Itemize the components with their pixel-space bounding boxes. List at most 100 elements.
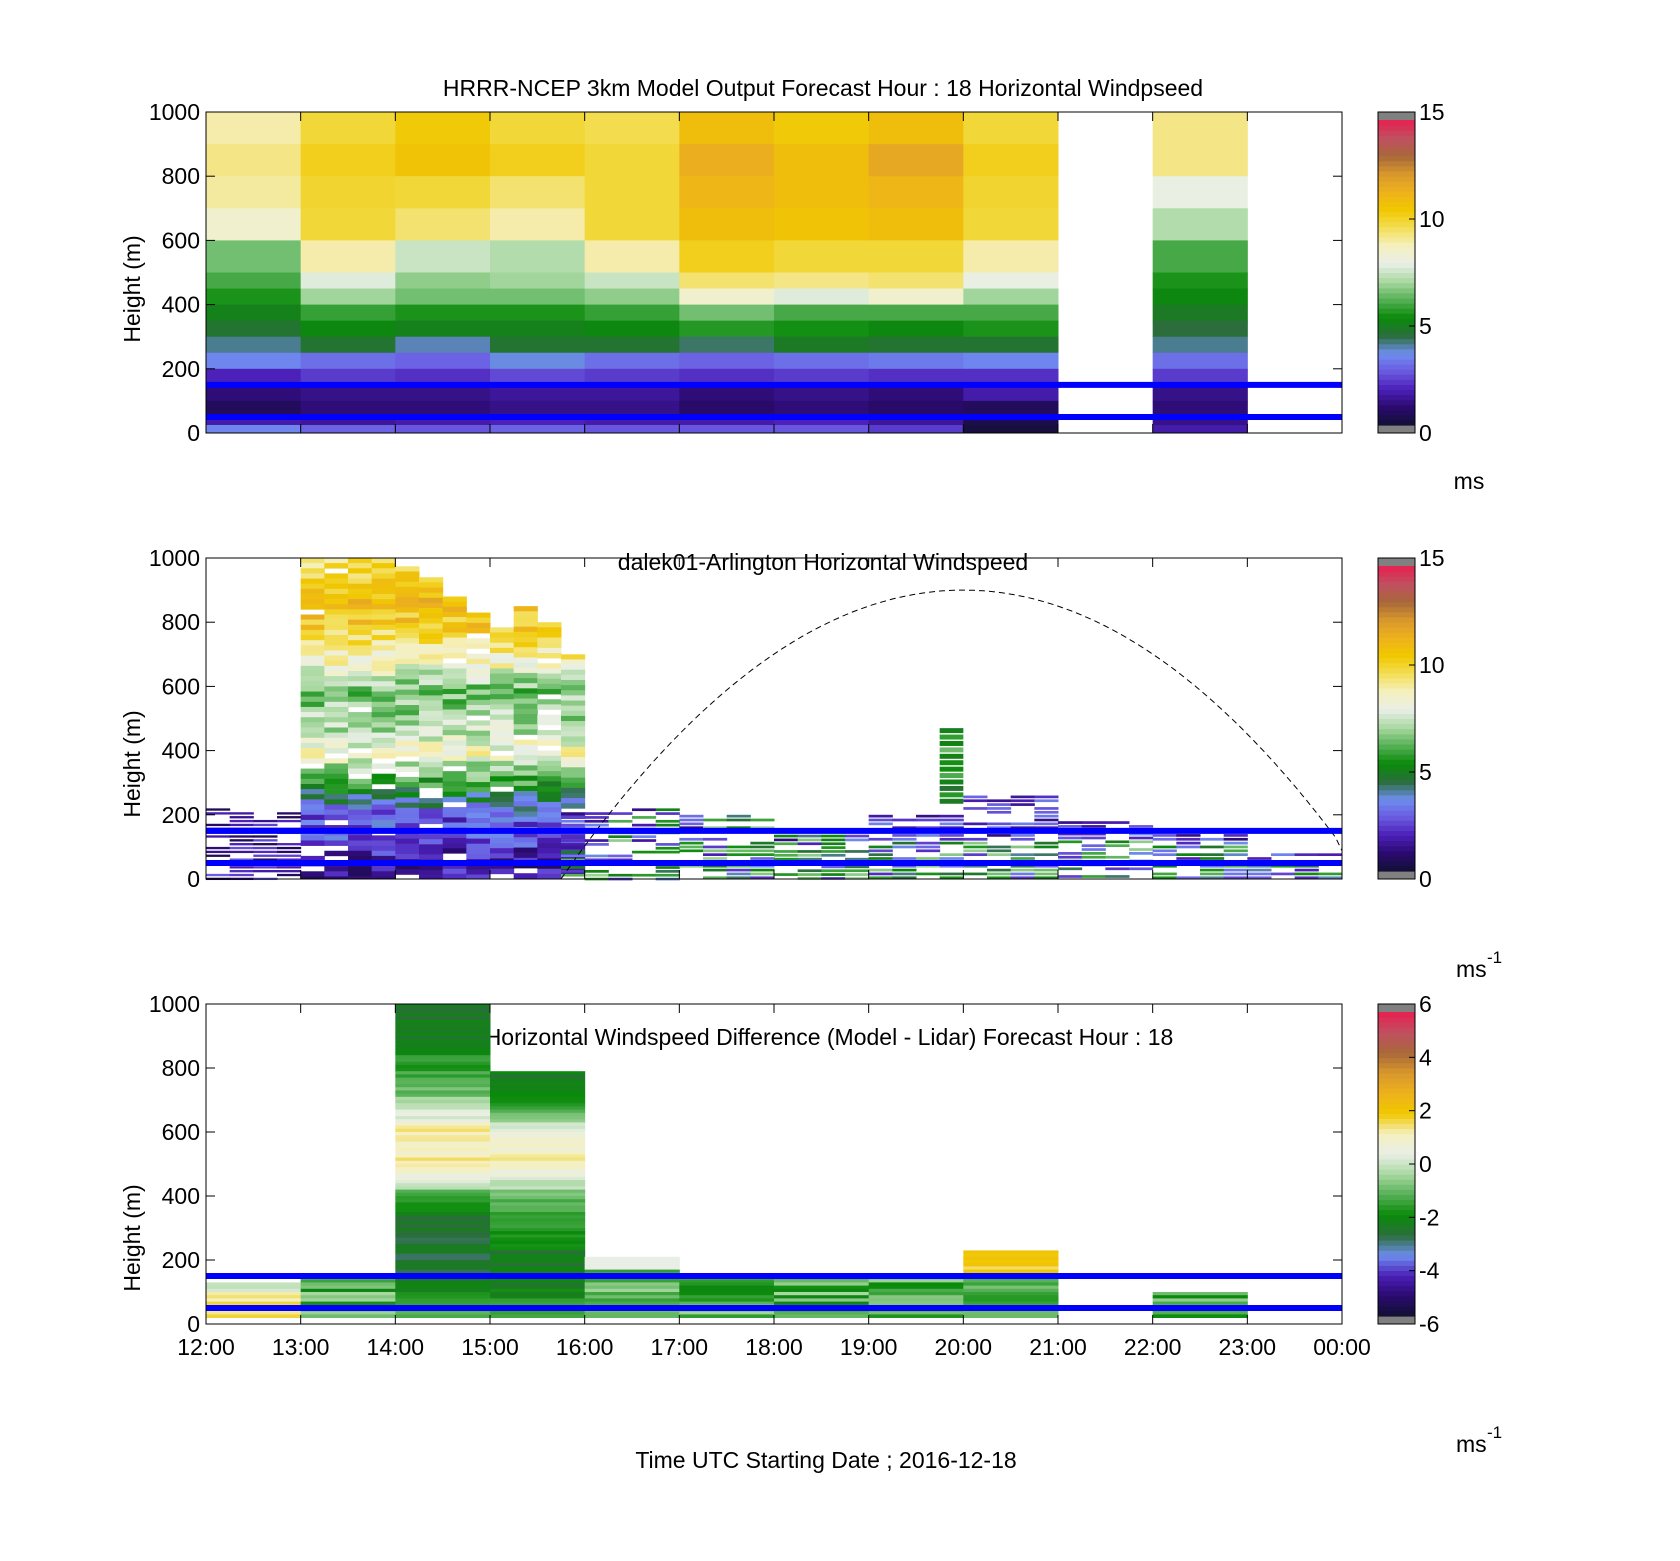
model-cell [679, 144, 775, 177]
difference-cell [963, 1311, 1059, 1315]
lidar-cell [1247, 864, 1272, 868]
colorbar-swatch [1378, 759, 1415, 765]
lidar-cell [466, 802, 491, 809]
lidar-cell [774, 853, 799, 857]
difference-cell [868, 1279, 964, 1283]
lidar-cell [419, 582, 444, 588]
lidar-cell [513, 832, 538, 838]
lidar-cell [774, 834, 799, 838]
model-cell [963, 400, 1059, 418]
lidar-cell [442, 755, 467, 762]
lidar-cell [513, 744, 538, 751]
lidar-cell [561, 726, 586, 732]
lidar-cell [726, 818, 751, 822]
model-cell [774, 272, 870, 290]
difference-cell [395, 1058, 491, 1062]
lidar-cell [371, 876, 396, 880]
lidar-cell [537, 637, 562, 644]
y-tick-label: 0 [187, 866, 200, 892]
lidar-cell [513, 626, 538, 633]
difference-cell [490, 1138, 586, 1142]
difference-cell [868, 1301, 964, 1306]
difference-cell [395, 1221, 491, 1226]
lidar-cell [726, 814, 751, 818]
lidar-cell [963, 849, 988, 853]
lidar-panel: dalek01-Arlington Horizontal Windspeed 0… [119, 545, 1502, 982]
difference-cell [395, 1301, 491, 1306]
lidar-cell [490, 832, 515, 839]
difference-cell [395, 1285, 491, 1290]
lidar-cell [419, 731, 444, 737]
difference-cell [490, 1116, 586, 1120]
model-cell [1152, 416, 1248, 426]
difference-cell [206, 1314, 302, 1318]
y-tick-label: 800 [162, 163, 200, 189]
lidar-cell [513, 688, 538, 694]
lidar-cell [490, 709, 515, 715]
lidar-cell [537, 622, 562, 628]
lidar-cell [537, 873, 562, 880]
difference-cell [490, 1212, 586, 1216]
model-cell [963, 352, 1059, 370]
colorbar-swatch [1378, 1194, 1415, 1201]
difference-cell [868, 1298, 964, 1302]
lidar-cell [537, 714, 562, 721]
difference-cell [490, 1237, 586, 1242]
lidar-cell [371, 732, 396, 739]
colorbar-swatch [1378, 789, 1415, 796]
model-cell [679, 400, 775, 418]
lidar-cell [608, 839, 633, 842]
difference-cell [300, 1298, 396, 1302]
lidar-cell [324, 573, 349, 579]
lidar-cell [371, 712, 396, 718]
model-cell [868, 368, 964, 386]
colorbar-swatch [1378, 231, 1415, 238]
lidar-cell [987, 845, 1012, 849]
lidar-cell [277, 873, 302, 877]
difference-cell [584, 1260, 680, 1264]
lidar-cell [371, 706, 396, 713]
lidar-cell [537, 853, 562, 859]
model-cell [679, 240, 775, 273]
lidar-cell [513, 703, 538, 710]
lidar-cell [537, 668, 562, 674]
difference-cell [868, 1282, 964, 1286]
difference-cell [679, 1298, 775, 1302]
lidar-cell [348, 809, 373, 816]
lidar-cell [821, 853, 846, 857]
lidar-cell [679, 814, 704, 818]
colorbar-swatch [1378, 140, 1415, 147]
lidar-cell [206, 812, 231, 815]
lidar-cell [300, 655, 325, 662]
difference-cell [963, 1253, 1059, 1258]
difference-cell [395, 1266, 491, 1270]
lidar-cell [939, 779, 964, 785]
difference-cell [395, 1045, 491, 1050]
difference-cell [584, 1314, 680, 1318]
lidar-cell [703, 845, 728, 849]
lidar-cell [939, 872, 964, 876]
difference-cell [490, 1106, 586, 1110]
difference-cell [395, 1186, 491, 1190]
model-cell [1152, 368, 1248, 386]
lidar-cell [442, 714, 467, 721]
model-cell [206, 320, 302, 338]
difference-cell [963, 1288, 1059, 1293]
difference-cell [395, 1138, 491, 1142]
model-cell [300, 400, 396, 418]
model-cell [1152, 288, 1248, 306]
lidar-cell [395, 853, 420, 860]
model-cell [584, 112, 680, 145]
lidar-cell [419, 741, 444, 748]
lidar-cell [490, 812, 515, 818]
difference-cell [490, 1260, 586, 1264]
lidar-cell [300, 783, 325, 790]
lidar-cell [253, 866, 278, 869]
lidar-cell [442, 848, 467, 854]
lidar-cell [750, 841, 775, 845]
lidar-cell [1318, 872, 1343, 876]
model-cell [679, 304, 775, 322]
difference-cell [490, 1205, 586, 1210]
model-cell [395, 240, 491, 273]
difference-cell [395, 1119, 491, 1123]
